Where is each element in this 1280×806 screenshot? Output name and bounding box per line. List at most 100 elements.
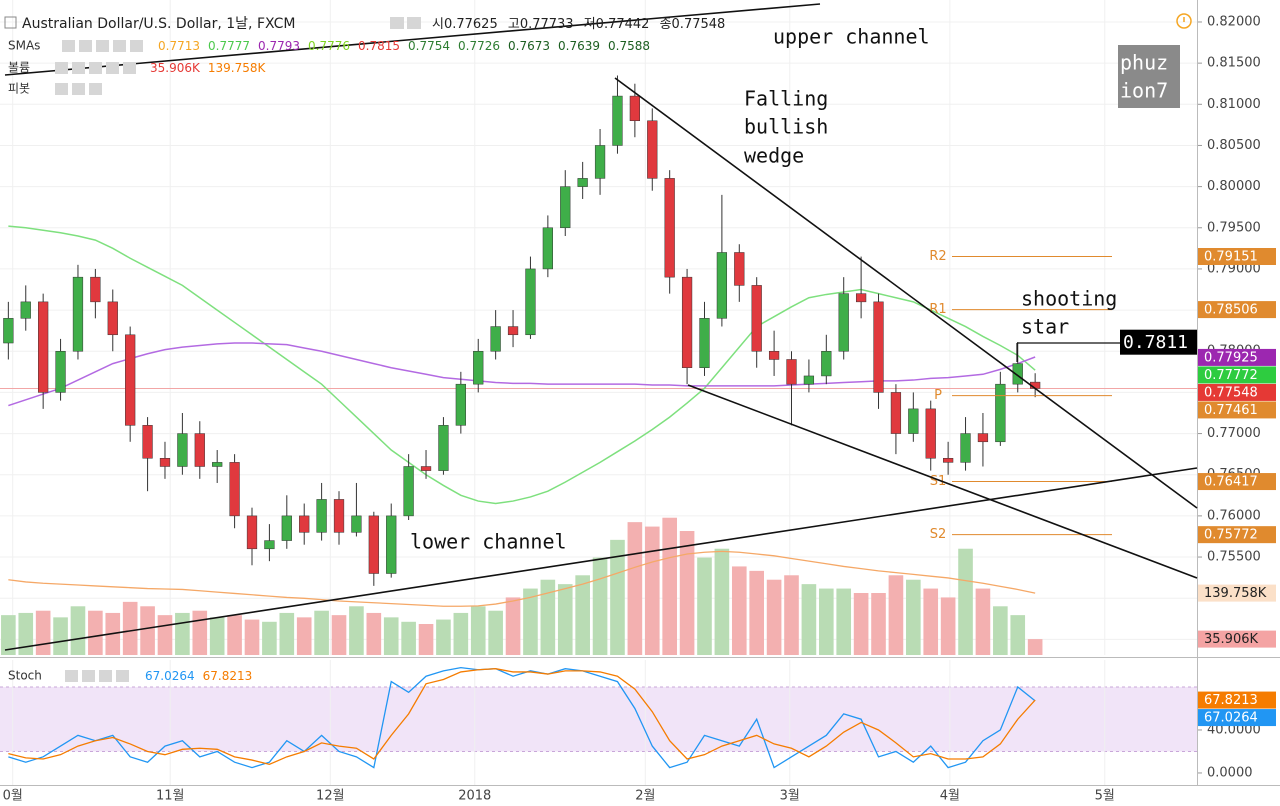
candle-body: [351, 515, 362, 533]
price-badge-label: 67.8213: [1204, 693, 1258, 708]
volume-bar: [18, 612, 34, 655]
annotation: bullish: [744, 115, 828, 139]
candle-body: [55, 350, 66, 393]
legend-icon[interactable]: [65, 670, 78, 682]
legend-icon[interactable]: [116, 670, 129, 682]
x-tick-label: 4월: [940, 789, 960, 804]
legend-icon[interactable]: [89, 62, 102, 74]
volume-bar: [488, 610, 503, 655]
volume-bar: [644, 526, 660, 655]
volume-bar: [575, 575, 590, 655]
volume-bar: [401, 621, 416, 655]
volume-bar: [436, 619, 451, 655]
candle-body: [716, 252, 728, 319]
collapse-icon[interactable]: [4, 16, 17, 29]
level-box: [1120, 329, 1197, 355]
candle-body: [264, 540, 275, 550]
legend-value: 0.7815: [358, 39, 400, 53]
volume-bar: [731, 566, 747, 655]
legend-name: Stoch: [8, 669, 42, 683]
icon[interactable]: [407, 17, 421, 29]
volume-bar: [592, 557, 608, 655]
y-tick-label: 0.80000: [1207, 179, 1261, 194]
price-badge-label: 35.906K: [1204, 632, 1258, 647]
y-tick-label: 0.76000: [1207, 508, 1261, 523]
sma-line: [8, 225, 1036, 505]
y-tick-label: 0.79000: [1207, 261, 1261, 276]
volume-bar: [610, 539, 625, 655]
candle-body: [490, 326, 501, 352]
trend-line: [4, 467, 1198, 651]
volume-bar: [993, 606, 1008, 655]
legend-icon[interactable]: [72, 83, 85, 95]
candle-body: [542, 227, 553, 270]
x-tick-label: 11월: [156, 789, 185, 804]
volume-bar: [70, 606, 86, 655]
candle-body: [855, 293, 867, 303]
legend-icon[interactable]: [130, 40, 143, 52]
legend-icon[interactable]: [89, 83, 102, 95]
candle-body: [751, 285, 762, 352]
annotation: Falling: [744, 87, 828, 111]
legend-icon[interactable]: [72, 62, 85, 74]
candle-body: [908, 408, 919, 434]
legend-icon[interactable]: [62, 40, 75, 52]
pivot-label: R1: [929, 302, 946, 317]
legend-icon[interactable]: [123, 62, 136, 74]
icon[interactable]: [390, 17, 404, 29]
candle-body: [455, 383, 466, 426]
volume-bar: [53, 617, 68, 655]
candle-body: [229, 462, 240, 517]
candle-body: [194, 433, 205, 467]
volume-bar: [209, 617, 225, 655]
candle-body: [629, 95, 640, 122]
legend-icon[interactable]: [99, 670, 112, 682]
legend-icon[interactable]: [82, 670, 95, 682]
legend-icon[interactable]: [79, 40, 92, 52]
volume-bar: [505, 597, 521, 655]
price-badge-label: 0.78506: [1204, 303, 1258, 318]
legend-icon[interactable]: [55, 62, 68, 74]
price-badge: [1198, 526, 1276, 544]
legend-value: 139.758K: [208, 61, 267, 75]
trend-line: [614, 77, 1198, 509]
candle-body: [995, 383, 1006, 443]
legend-value: 0.7776: [308, 39, 350, 53]
legend-icon[interactable]: [106, 62, 119, 74]
candle-body: [786, 359, 797, 385]
volume-bar: [296, 617, 312, 655]
pivot-label: P: [934, 388, 942, 403]
alert-icon[interactable]: [1176, 13, 1192, 29]
volume-bar: [540, 579, 556, 655]
volume-bar: [349, 606, 364, 655]
candle-body: [403, 466, 414, 517]
candle-body: [38, 301, 49, 393]
legend-value: 0.7713: [158, 39, 200, 53]
legend-icon[interactable]: [55, 83, 68, 95]
legend-value: 67.0264: [145, 669, 195, 683]
price-badge: [1198, 630, 1276, 648]
candle-body: [612, 95, 623, 146]
volume-bar: [523, 588, 538, 655]
candle-body: [577, 178, 588, 187]
legend-value: 0.7777: [208, 39, 250, 53]
volume-bar: [383, 617, 399, 655]
candle-body: [821, 350, 832, 377]
legend-icon[interactable]: [113, 40, 126, 52]
watermark-box: [1118, 45, 1180, 108]
candle-body: [90, 276, 101, 303]
volume-bar: [279, 612, 295, 655]
volume-bar: [888, 575, 904, 655]
legend-icon[interactable]: [96, 40, 109, 52]
candle-body: [473, 350, 484, 385]
sma-line: [8, 342, 1036, 407]
volume-bar: [836, 588, 852, 655]
legend-value: 0.7726: [458, 39, 500, 53]
x-tick-label: 2018: [458, 789, 491, 804]
ohlc-open: 시0.77625: [432, 17, 498, 32]
candle-body: [368, 515, 379, 574]
y-tick-label: 0.79500: [1207, 220, 1261, 235]
price-badge: [1198, 348, 1276, 366]
